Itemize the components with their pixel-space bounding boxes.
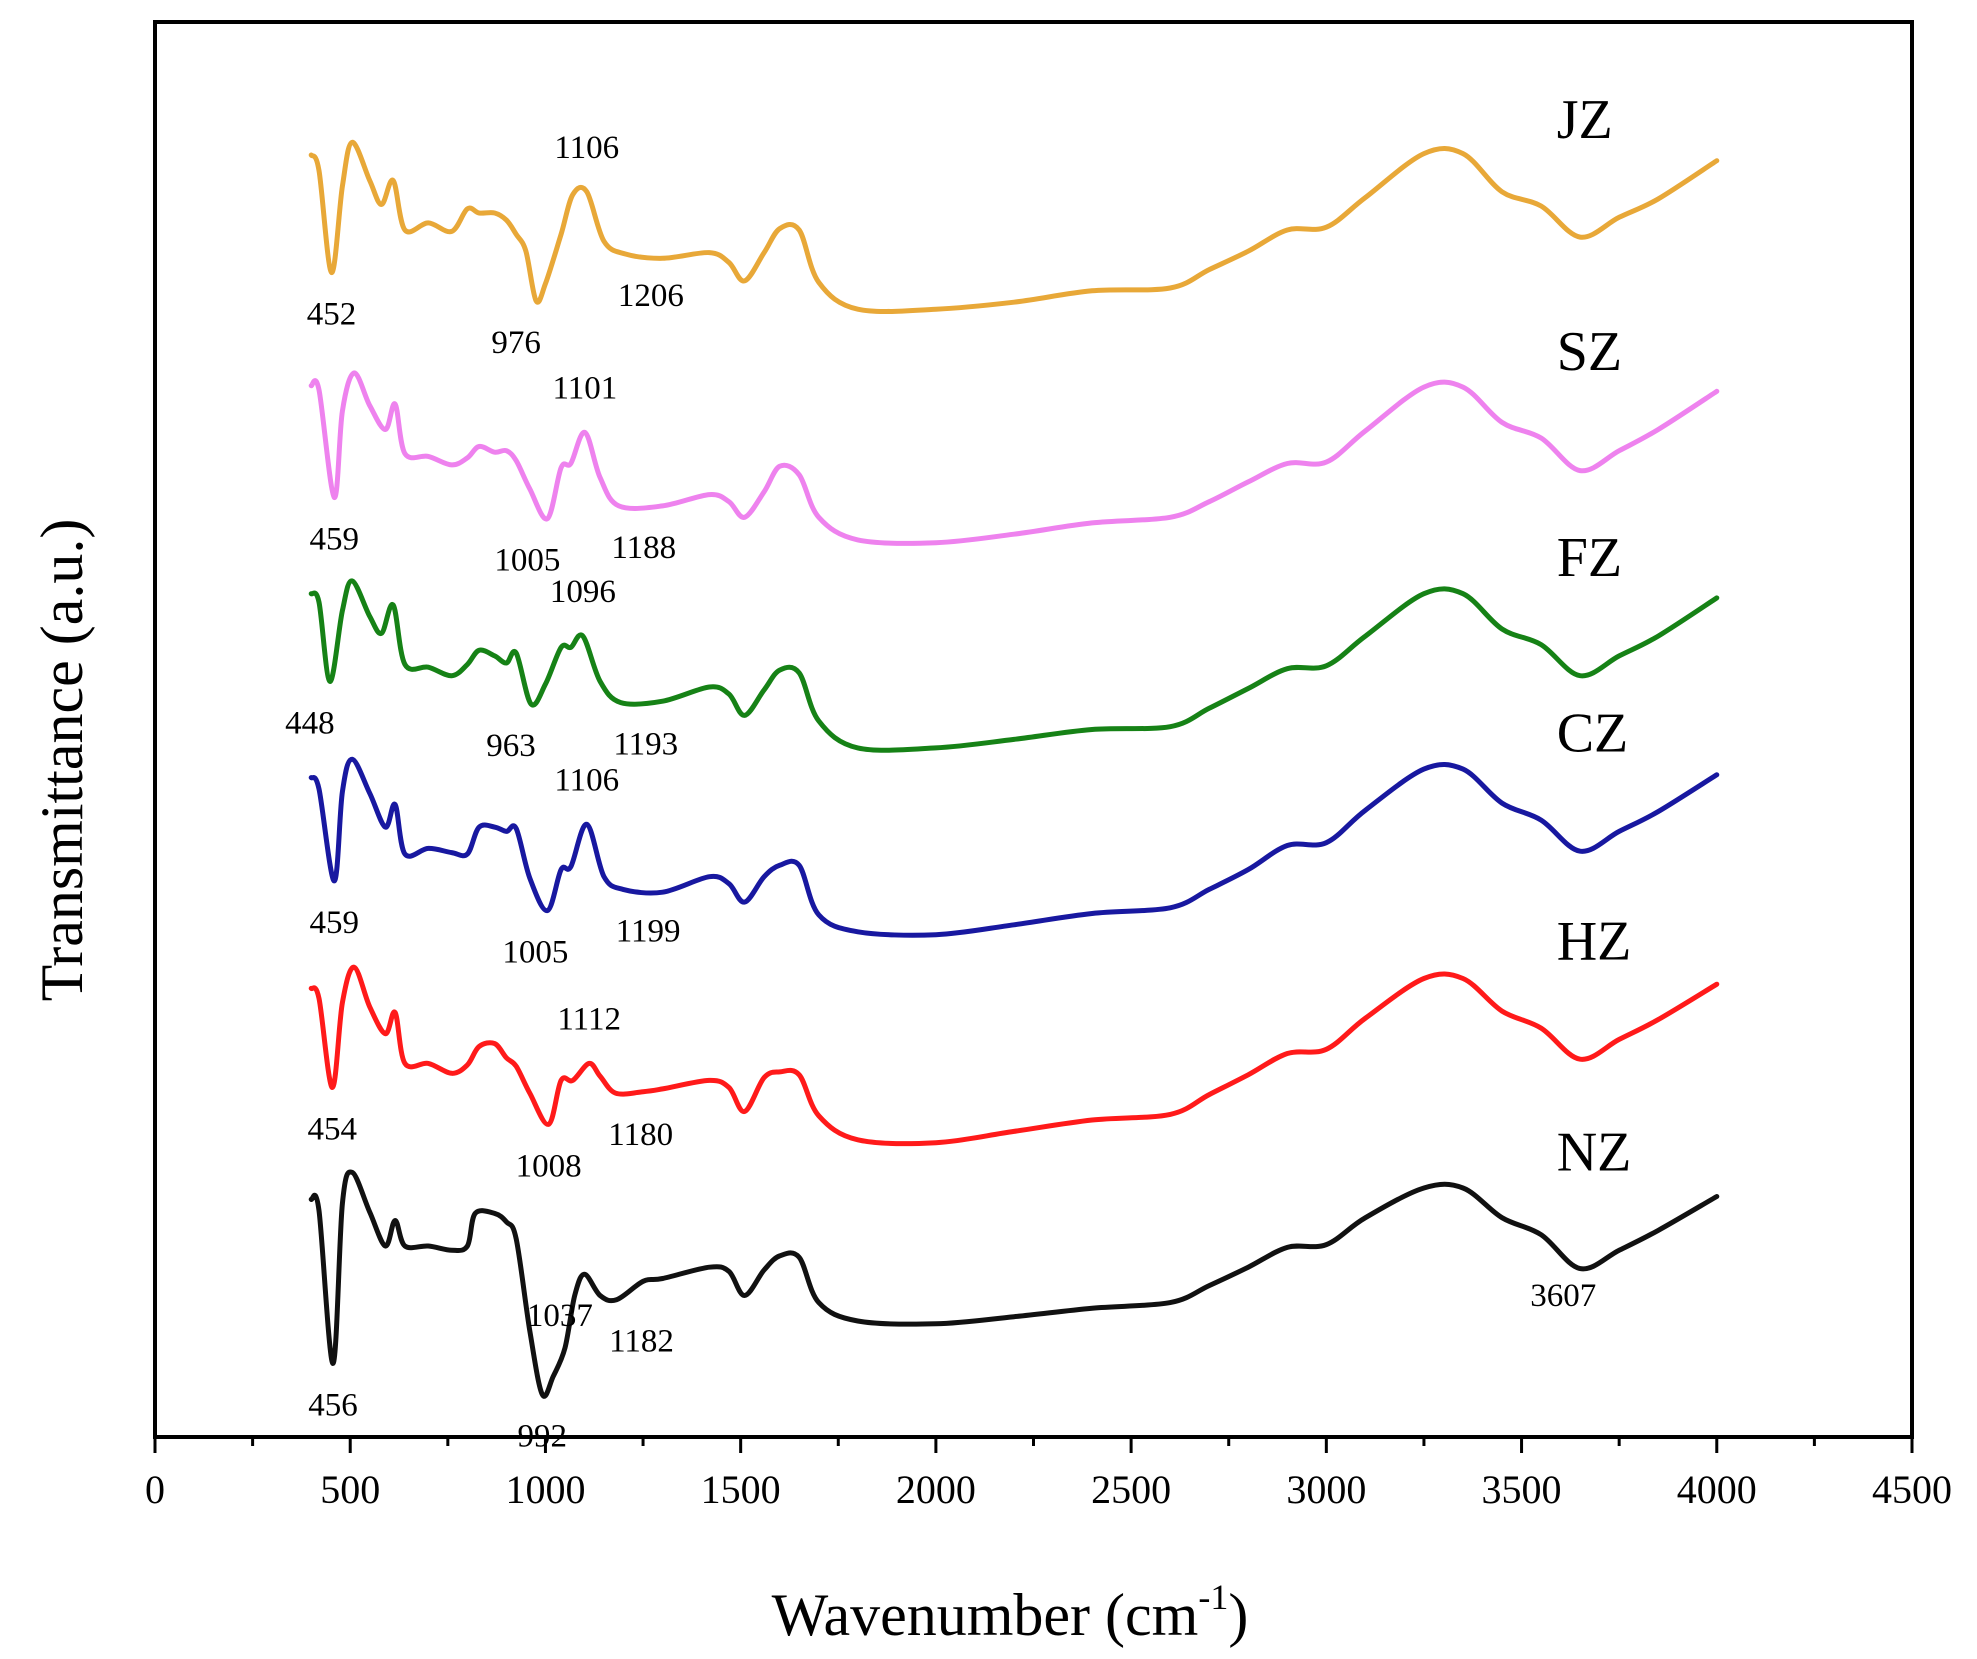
peak-label-nz-992: 992 <box>518 1419 568 1455</box>
peak-label-sz-1005: 1005 <box>494 543 560 579</box>
peak-label-nz-3607: 3607 <box>1530 1278 1596 1314</box>
series-label-nz: NZ <box>1557 1121 1632 1183</box>
peak-label-jz-976: 976 <box>491 325 541 361</box>
peak-label-nz-1182: 1182 <box>609 1324 674 1360</box>
series-label-cz: CZ <box>1557 703 1629 765</box>
x-axis-title-main: Wavenumber (cm <box>772 1582 1199 1648</box>
series-line-fz <box>308 578 1720 753</box>
peak-label-jz-452: 452 <box>307 297 357 333</box>
x-axis-title-superscript: -1 <box>1198 1577 1228 1617</box>
x-axis-title-close: ) <box>1228 1582 1248 1648</box>
peak-label-sz-1188: 1188 <box>611 530 676 566</box>
x-tick-label: 4000 <box>1677 1467 1757 1512</box>
series-label-jz: JZ <box>1557 89 1613 151</box>
peak-label-fz-1096: 1096 <box>550 574 616 610</box>
series-line-jz <box>308 139 1720 314</box>
peak-label-fz-448: 448 <box>285 705 335 741</box>
peak-label-hz-1008: 1008 <box>516 1148 582 1184</box>
peak-label-fz-1193: 1193 <box>613 727 678 763</box>
series-line-hz <box>308 964 1720 1147</box>
peak-label-sz-1101: 1101 <box>553 370 618 406</box>
x-axis-title: Wavenumber (cm-1) <box>772 1577 1249 1648</box>
y-axis-title: Transmittance (a.u.) <box>29 519 95 1002</box>
series-line-nz <box>308 1169 1720 1399</box>
series-label-fz: FZ <box>1557 527 1622 589</box>
peak-label-nz-1037: 1037 <box>527 1298 593 1334</box>
series-line-cz <box>308 756 1720 938</box>
series-label-sz: SZ <box>1557 321 1622 383</box>
peak-label-cz-1005: 1005 <box>502 935 568 971</box>
peak-label-jz-1206: 1206 <box>618 278 684 314</box>
x-axis: 0 500 1000 1500 2000 2500 3000 3500 4000 4500 <box>145 1437 1952 1512</box>
x-tick-label: 3500 <box>1482 1467 1562 1512</box>
x-tick-label: 500 <box>320 1467 380 1512</box>
peak-label-cz-459: 459 <box>309 905 359 941</box>
x-tick-label: 1500 <box>701 1467 781 1512</box>
x-tick-label: 3000 <box>1286 1467 1366 1512</box>
series-line-sz <box>308 370 1720 546</box>
peak-label-hz-1112: 1112 <box>557 1001 621 1037</box>
peak-label-hz-1180: 1180 <box>608 1117 673 1153</box>
peak-label-cz-1199: 1199 <box>616 913 681 949</box>
x-tick-label: 2500 <box>1091 1467 1171 1512</box>
peak-label-cz-1106: 1106 <box>554 762 619 798</box>
peak-label-sz-459: 459 <box>309 521 359 557</box>
x-tick-label: 2000 <box>896 1467 976 1512</box>
peak-label-nz-456: 456 <box>308 1387 358 1423</box>
x-tick-label: 1000 <box>505 1467 585 1512</box>
peak-label-hz-454: 454 <box>308 1112 358 1148</box>
x-tick-label: 0 <box>145 1467 165 1512</box>
series-layer <box>308 139 1720 1399</box>
peak-label-jz-1106: 1106 <box>554 130 619 166</box>
series-label-hz: HZ <box>1557 911 1632 973</box>
peak-annotations: 4529761106120645910051101118844896310961… <box>285 130 1596 1455</box>
x-tick-label: 4500 <box>1872 1467 1952 1512</box>
series-labels: JZ SZ FZ CZ HZ NZ <box>1557 89 1632 1183</box>
peak-label-fz-963: 963 <box>486 728 536 764</box>
